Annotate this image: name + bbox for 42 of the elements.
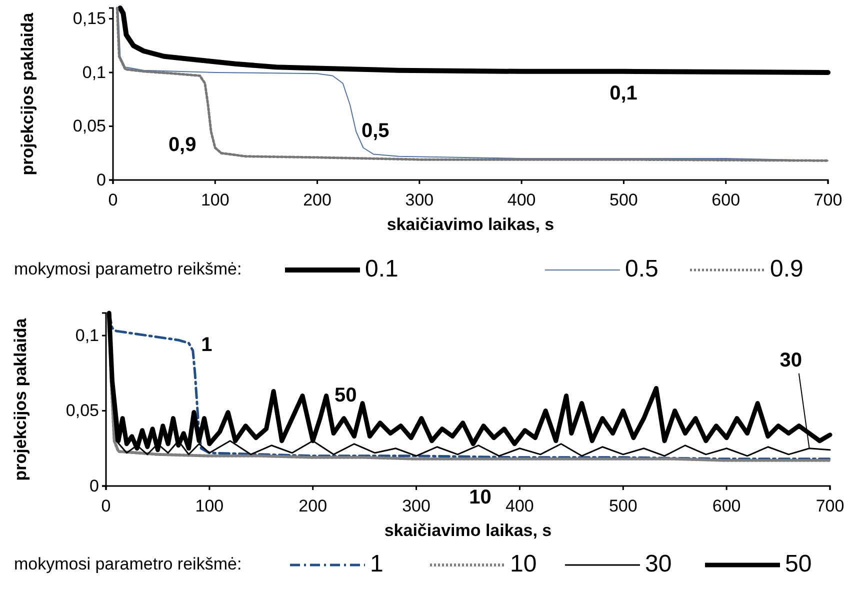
x-tick-label: 300 (405, 190, 434, 210)
y-tick-label: 0,05 (72, 116, 106, 136)
x-tick-label: 0 (108, 190, 118, 210)
legend-label: 10 (510, 550, 537, 578)
x-tick-label: 600 (712, 496, 741, 516)
y-axis-title: projekcijos paklaida (18, 12, 37, 176)
x-tick-label: 700 (814, 190, 842, 210)
y-tick-label: 0,1 (82, 62, 106, 82)
y-tick-label: 0,15 (72, 9, 106, 28)
y-axis-title: projekcijos paklaida (11, 318, 30, 481)
text: 10 (469, 486, 492, 508)
x-tick-label: 400 (507, 190, 536, 210)
x-tick-label: 100 (195, 496, 224, 516)
x-tick-label: 100 (200, 190, 230, 210)
annotation: 0,5 (362, 120, 390, 142)
x-tick-label: 600 (712, 190, 740, 210)
legend-title: mokymosi parametro reikšmė: (14, 554, 242, 574)
legend-label: 1 (370, 550, 384, 578)
x-tick-label: 200 (303, 190, 332, 210)
y-tick-label: 0 (90, 476, 99, 496)
x-tick-label: 500 (610, 190, 638, 210)
y-tick-label: 0 (96, 170, 106, 190)
y-tick-label: 0,1 (75, 326, 99, 346)
legend-label: 30 (645, 550, 672, 578)
legend-label: 0.5 (625, 255, 658, 282)
legend-label: 0.9 (770, 255, 804, 282)
annotation: 0,9 (168, 134, 196, 156)
annotation: 50 (334, 384, 357, 406)
y-tick-label: 0,05 (66, 401, 99, 420)
x-tick-label: 200 (298, 496, 328, 516)
x-axis-title: skaičiavimo laikas, s (384, 521, 552, 540)
x-tick-label: 500 (608, 496, 638, 516)
annotation: 0,1 (610, 82, 638, 104)
annotation: 30 (780, 350, 802, 372)
legend-label: 50 (785, 550, 812, 578)
x-tick-label: 400 (506, 496, 534, 516)
legend-label: 0.1 (365, 255, 398, 282)
legend-title: mokymosi parametro reikšmė: (14, 259, 242, 278)
annotation: 1 (201, 334, 212, 356)
x-tick-label: 300 (402, 496, 430, 516)
x-axis-title: skaičiavimo laikas, s (386, 215, 554, 234)
x-tick-label: 700 (816, 496, 844, 516)
